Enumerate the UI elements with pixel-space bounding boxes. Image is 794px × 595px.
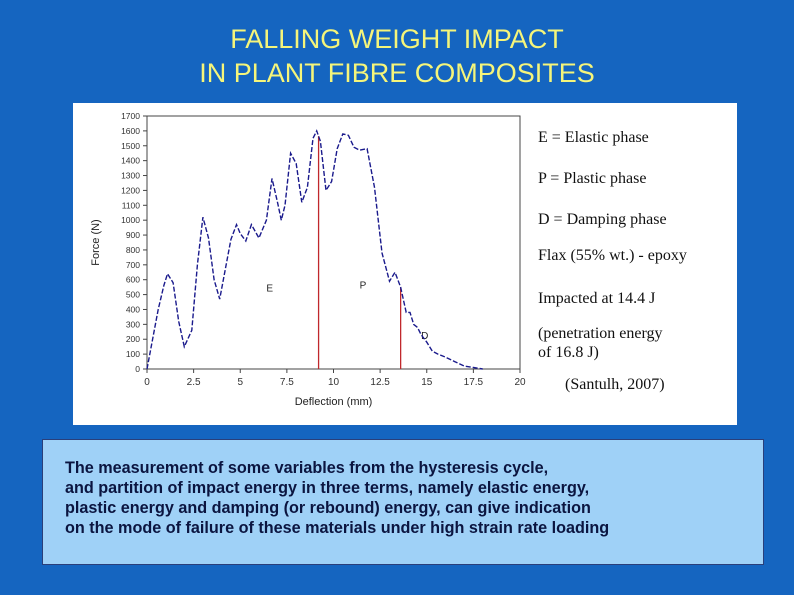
y-tick-label: 1000 xyxy=(121,215,140,225)
x-tick-label: 12.5 xyxy=(370,377,390,388)
y-tick-label: 500 xyxy=(126,290,140,300)
y-tick-label: 600 xyxy=(126,275,140,285)
phase-label-d: D xyxy=(421,331,428,342)
legend-damping: D = Damping phase xyxy=(538,211,667,228)
y-tick-label: 1200 xyxy=(121,185,140,195)
caption-text: The measurement of some variables from t… xyxy=(65,458,755,538)
chart-figure: 0 100 200 300 400 500 600 700 800 900 1000 1100 1200… xyxy=(73,103,737,425)
plot-frame xyxy=(146,115,521,370)
caption-line-4: on the mode of failure of these material… xyxy=(65,519,610,537)
legend-source: (Santulh, 2007) xyxy=(565,376,665,393)
x-tick-label: 15 xyxy=(421,377,433,388)
y-tick-label: 800 xyxy=(126,245,140,255)
y-axis-label: Force (N) xyxy=(90,219,102,265)
force-curve xyxy=(146,129,483,370)
legend-elastic: E = Elastic phase xyxy=(538,129,649,146)
y-tick-label: 300 xyxy=(126,319,140,329)
y-tick-label: 900 xyxy=(126,230,140,240)
title-line-2: IN PLANT FIBRE COMPOSITES xyxy=(199,58,595,88)
phase-markers: E P D xyxy=(266,136,428,369)
x-tick-label: 2.5 xyxy=(187,377,201,388)
legend-material: Flax (55% wt.) - epoxy xyxy=(538,247,687,264)
x-tick-label: 7.5 xyxy=(280,377,294,388)
x-tick-label: 0 xyxy=(144,377,150,388)
x-tick-label: 10 xyxy=(328,377,340,388)
chart-axes xyxy=(146,115,521,370)
legend-penetration-2: of 16.8 J) xyxy=(538,344,599,361)
y-tick-label: 1100 xyxy=(122,200,141,210)
legend-plastic: P = Plastic phase xyxy=(538,170,647,187)
y-tick-label: 1600 xyxy=(121,126,140,136)
caption-line-2: and partition of impact energy in three … xyxy=(65,479,590,497)
caption-line-1: The measurement of some variables from t… xyxy=(65,459,549,477)
caption-box: The measurement of some variables from t… xyxy=(42,439,764,565)
y-tick-label: 100 xyxy=(126,349,140,359)
y-tick-label: 400 xyxy=(126,304,140,314)
legend-impact-energy: Impacted at 14.4 J xyxy=(538,290,656,307)
phase-label-p: P xyxy=(360,281,367,292)
y-tick-label: 0 xyxy=(135,364,140,374)
y-tick-label: 1400 xyxy=(121,156,140,166)
y-tick-label: 1300 xyxy=(121,171,140,181)
x-tick-label: 20 xyxy=(514,377,526,388)
x-tick-label: 5 xyxy=(237,377,243,388)
x-axis-label: Deflection (mm) xyxy=(295,396,373,408)
title-line-1: FALLING WEIGHT IMPACT xyxy=(230,24,564,54)
y-tick-label: 1700 xyxy=(121,111,140,121)
y-tick-label: 1500 xyxy=(121,141,140,151)
caption-line-3: plastic energy and damping (or rebound) … xyxy=(65,499,591,517)
legend-penetration-1: (penetration energy xyxy=(538,325,663,342)
x-tick-label: 17.5 xyxy=(464,377,484,388)
y-tick-label: 700 xyxy=(126,260,140,270)
y-tick-label: 200 xyxy=(126,334,140,344)
chart-ticks: 0100200300400500600700800900100011001200… xyxy=(121,111,526,388)
slide-title: FALLING WEIGHT IMPACT IN PLANT FIBRE COM… xyxy=(0,22,794,90)
phase-label-e: E xyxy=(266,284,273,295)
force-deflection-chart: 0100200300400500600700800900100011001200… xyxy=(90,111,526,408)
